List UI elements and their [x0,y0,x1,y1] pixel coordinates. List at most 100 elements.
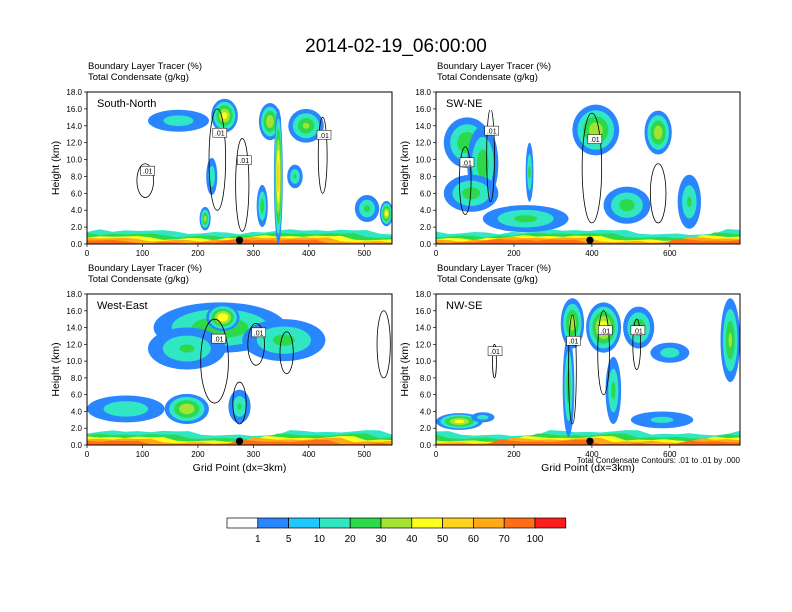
contour-label: .01 [143,169,153,176]
y-tick-label: 16.0 [415,105,431,114]
plot-frame [86,293,393,446]
tracer-shading [276,160,280,193]
x-tick-label: 0 [85,249,90,258]
contour-label-box [587,134,603,144]
condensate-contour [247,322,265,366]
tracer-band [436,238,740,244]
colorbar-swatch [349,517,382,529]
plot-area: .01 .01 [87,294,392,445]
condensate-contour [649,163,667,224]
y-tick-label: 6.0 [71,391,83,400]
y-tick-label: 0.0 [71,240,83,249]
x-axis-label: Grid Point (dx=3km) [193,462,287,474]
colorbar-label: 10 [314,534,326,545]
x-tick-label: 600 [663,249,677,258]
plot-frame [86,91,393,245]
plot-frame [435,293,741,446]
tracer-shading [514,215,538,223]
contour-label-box [566,335,581,346]
y-tick-label: 14.0 [66,122,82,131]
panel-header-condensate: Total Condensate (g/kg) [437,274,538,285]
panel-header-tracer: Boundary Layer Tracer (%) [437,61,551,72]
condensate-contour [597,310,610,396]
y-tick-label: 8.0 [420,374,432,383]
tracer-shading [477,414,489,420]
tracer-shading [384,210,388,217]
contour-label: .01 [214,337,224,344]
tracer-shading [619,199,635,212]
x-tick-label: 200 [191,450,205,459]
x-tick-label: 600 [663,450,677,459]
contour-label: .01 [590,137,600,144]
y-tick-label: 18.0 [66,290,82,299]
y-tick-label: 8.0 [420,172,432,181]
colorbar-swatch [442,517,474,529]
x-tick-label: 500 [358,450,372,459]
x-tick-label: 0 [434,249,439,258]
y-tick-label: 2.0 [420,424,432,433]
y-tick-label: 14.0 [415,122,431,131]
tracer-shading [302,122,310,129]
y-tick-label: 8.0 [71,172,83,181]
tracer-shading [221,112,228,120]
y-axis-label: Height (km) [399,141,411,195]
condensate-contour [232,381,247,425]
colorbar-swatch [503,517,536,529]
colorbar-swatch [411,517,443,529]
contour-label-box [140,165,155,176]
y-tick-label: 6.0 [71,189,83,198]
contour-label: .01 [319,133,329,140]
panel-label: SW-NE [446,98,482,110]
tracer-shading [217,313,229,322]
tracer-shading [103,401,149,417]
condensate-contour [492,343,497,379]
tracer-shading [653,125,663,140]
contour-label: .01 [239,158,249,165]
contour-label-box [251,327,266,338]
contour-label-box [237,155,252,165]
panel-header-condensate: Total Condensate (g/kg) [88,274,189,285]
x-tick-label: 100 [136,249,150,258]
tracer-shading [293,174,297,179]
y-tick-label: 16.0 [415,307,431,316]
tracer-shading [363,204,371,213]
y-tick-label: 6.0 [420,391,432,400]
y-tick-label: 10.0 [415,357,431,366]
tracer-shading [179,403,195,415]
colorbar-label: 40 [406,534,418,545]
contour-label-box [484,125,499,136]
x-tick-label: 400 [302,450,316,459]
panel-label-bg [442,96,504,110]
contour-label: .01 [600,328,610,335]
condensate-contour [208,108,227,211]
x-tick-label: 200 [191,249,205,258]
contour-label-box [630,325,646,335]
tracer-shading [260,198,265,214]
contour-footnote: Total Condensate Contours: .01 to .01 by… [577,456,741,465]
panel-header-condensate: Total Condensate (g/kg) [88,72,189,83]
colorbar-swatch [473,517,505,529]
plot-area: .01.01.01.01.01 [87,92,392,244]
location-marker [235,437,244,445]
contour-label: .01 [215,131,225,138]
y-tick-label: 18.0 [415,88,431,97]
y-tick-label: 8.0 [71,374,83,383]
x-tick-label: 0 [85,450,90,459]
x-axis-label: Grid Point (dx=3km) [541,462,635,474]
panel-nw-se: Boundary Layer Tracer (%)Total Condensat… [399,263,741,474]
panel-label-bg [93,298,155,312]
x-tick-label: 100 [136,450,150,459]
y-tick-label: 0.0 [420,441,432,450]
y-tick-label: 10.0 [66,357,82,366]
y-axis-label: Height (km) [399,342,411,396]
y-tick-label: 18.0 [415,290,431,299]
tracer-shading [203,215,207,222]
tracer-shading [660,347,680,358]
contour-label: .01 [569,339,579,346]
colorbar-label: 60 [468,534,480,545]
y-tick-label: 4.0 [71,206,83,215]
colorbar-swatch [319,517,351,529]
x-tick-label: 0 [434,450,439,459]
panel-header-tracer: Boundary Layer Tracer (%) [437,263,551,274]
tracer-shading [272,334,295,346]
